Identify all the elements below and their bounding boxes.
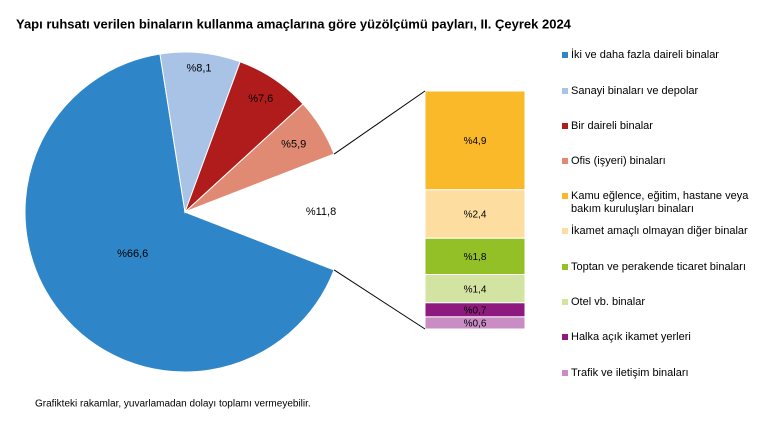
legend-swatch [562,193,568,199]
connector [333,269,426,330]
chart-title: Yapı ruhsatı verilen binaların kullanma … [16,16,572,31]
legend-entry: Otel vb. binalar [562,296,758,309]
slice-label: %7,6 [248,93,273,105]
legend-label: Kamu eğlence, eğitim, hastane veya bakım… [571,190,749,215]
legend-label: Halka açık ikamet yerleri [571,331,691,343]
slice-label: %66,6 [117,248,148,260]
legend-swatch [562,334,568,340]
pie-slice [24,53,335,373]
legend-swatch [562,264,568,270]
legend-swatch [562,228,568,234]
note: Grafikteki rakamlar, yuvarlamadan dolayı… [35,399,311,410]
legend-entry: Toptan ve perakende ticaret binaları [562,261,758,274]
legend-label: İkamet amaçlı olmayan diğer binalar [571,225,748,237]
legend-entry: Kamu eğlence, eğitim, hastane veya bakım… [562,190,758,216]
slice-label: %11,8 [306,206,336,218]
legend-entry: Sanayi binaları ve depolar [562,85,758,98]
pie-slice [183,153,346,271]
legend-swatch [562,299,568,305]
legend-entry: Bir daireli binalar [562,120,758,133]
legend-swatch [562,88,568,94]
bar-label: %2,4 [464,210,487,221]
bar-segment [424,316,526,330]
legend-swatch [562,370,568,376]
legend-label: Trafik ve iletişim binaları [571,367,689,379]
legend-entry: İki ve daha fazla daireli binalar [562,49,758,62]
legend-entry: İkamet amaçlı olmayan diğer binalar [562,225,758,238]
legend-label: Sanayi binaları ve depolar [571,85,699,97]
legend-swatch [562,123,568,129]
bar-label: %1,4 [464,284,487,295]
bar-segment [424,189,526,239]
legend-label: Ofis (işyeri) binaları [571,155,666,167]
connector [333,90,426,155]
bar-label: %1,8 [464,252,487,263]
legend-entry: Trafik ve iletişim binaları [562,367,758,380]
bar-label: %0,7 [464,305,487,316]
bar-segment [424,237,526,276]
bar-segment [424,90,526,191]
slice-label: %8,1 [186,63,211,75]
legend-entry: Ofis (işyeri) binaları [562,155,758,168]
legend-label: Otel vb. binalar [571,296,645,308]
legend-swatch [562,52,568,58]
legend-label: İki ve daha fazla daireli binalar [571,49,719,61]
legend-label: Toptan ve perakende ticaret binaları [571,261,746,273]
legend-label: Bir daireli binalar [571,120,653,132]
legend-entry: Halka açık ikamet yerleri [562,331,758,344]
slice-label: %5,9 [281,138,306,150]
bar-label: %4,9 [464,136,487,147]
bar-label: %0,6 [464,319,487,330]
legend-swatch [562,158,568,164]
